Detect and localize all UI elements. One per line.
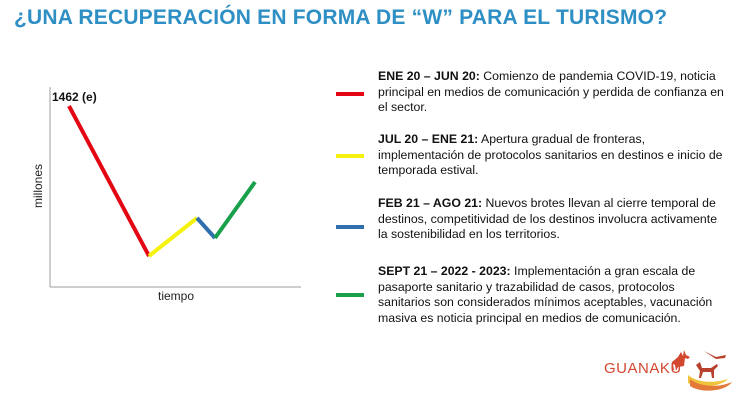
legend-text: SEPT 21 – 2022 - 2023: Implementación a … bbox=[378, 264, 726, 326]
legend-text: ENE 20 – JUN 20: Comienzo de pandemia CO… bbox=[378, 69, 726, 116]
blue-swatch bbox=[336, 225, 364, 229]
guanaco-icon bbox=[672, 350, 732, 391]
legend-description: Comienzo de pandemia COVID-19, noticia p… bbox=[378, 69, 724, 114]
peak-label: 1462 (e) bbox=[52, 90, 97, 104]
segment-decline bbox=[67, 105, 151, 257]
guanaku-logo: GUANAKU bbox=[600, 335, 738, 405]
legend-period: ENE 20 – JUN 20: bbox=[378, 69, 480, 83]
segment-second-recovery bbox=[213, 180, 257, 240]
slide-title: ¿UNA RECUPERACIÓN EN FORMA DE “W” PARA E… bbox=[14, 6, 668, 29]
legend-period: JUL 20 – ENE 21: bbox=[378, 132, 479, 146]
logo-wordmark: GUANAKU bbox=[604, 360, 682, 377]
legend-text: JUL 20 – ENE 21: Apertura gradual de fro… bbox=[378, 132, 726, 179]
w-shape-chart: 1462 (e) millones tiempo bbox=[31, 87, 301, 303]
legend-description: Nuevos brotes llevan al cierre temporal … bbox=[378, 196, 718, 241]
legend-period: FEB 21 – AGO 21: bbox=[378, 196, 483, 210]
legend-description: Apertura gradual de fronteras, implement… bbox=[378, 132, 723, 177]
legend-period: SEPT 21 – 2022 - 2023: bbox=[378, 264, 511, 278]
y-axis-label: millones bbox=[31, 164, 45, 208]
legend-text: FEB 21 – AGO 21: Nuevos brotes llevan al… bbox=[378, 196, 726, 243]
segment-first-recovery bbox=[147, 216, 199, 258]
segment-second-decline bbox=[195, 216, 217, 240]
yellow-swatch bbox=[336, 154, 364, 158]
red-swatch bbox=[336, 92, 364, 96]
green-swatch bbox=[336, 293, 364, 297]
x-axis-label: tiempo bbox=[158, 289, 194, 303]
legend-description: Implementación a gran escala de pasaport… bbox=[378, 264, 713, 325]
